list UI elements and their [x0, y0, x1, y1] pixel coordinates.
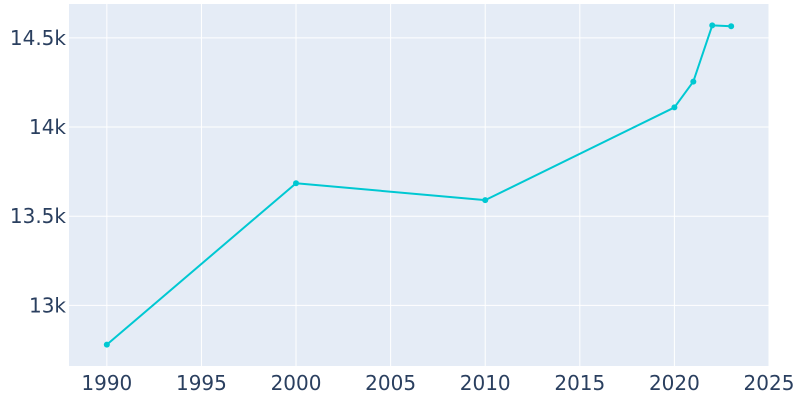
data-point	[709, 22, 716, 29]
y-axis: 13k 13.5k 14k 14.5k	[10, 26, 67, 317]
x-tick-label: 1995	[176, 371, 227, 395]
data-points	[103, 22, 735, 348]
y-tick-label: 13k	[29, 293, 66, 317]
y-tick-label: 13.5k	[10, 204, 67, 228]
gridlines	[69, 4, 770, 366]
data-point	[103, 341, 110, 348]
data-point	[293, 180, 300, 187]
x-tick-label: 2005	[365, 371, 416, 395]
x-tick-label: 1990	[81, 371, 132, 395]
x-tick-label: 2020	[649, 371, 700, 395]
data-point	[728, 23, 735, 30]
y-tick-label: 14k	[29, 115, 66, 139]
plot-area	[69, 4, 769, 366]
x-axis: 1990 1995 2000 2005 2010 2015 2020 2025	[81, 371, 794, 395]
data-point	[671, 104, 678, 111]
y-tick-label: 14.5k	[10, 26, 67, 50]
x-tick-label: 2010	[460, 371, 511, 395]
data-point	[690, 78, 697, 85]
x-tick-label: 2025	[744, 371, 795, 395]
data-point	[482, 197, 489, 204]
x-tick-label: 2015	[554, 371, 605, 395]
x-tick-label: 2000	[271, 371, 322, 395]
